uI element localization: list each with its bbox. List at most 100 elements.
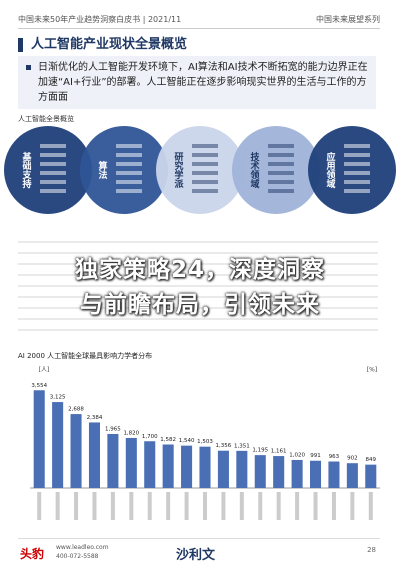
header-left: 中国未来50年产业趋势洞察白皮书 | 2021/11: [18, 15, 182, 24]
diagram-title: 人工智能全景概览: [18, 115, 74, 123]
value-label: 1,503: [197, 439, 213, 445]
diagram-text: [268, 180, 294, 184]
diagram-node: [4, 126, 92, 214]
x-label: [74, 492, 79, 520]
diagram-text: [116, 162, 142, 166]
footer-rule: [18, 538, 380, 539]
diagram-text: [116, 153, 142, 157]
diagram-text: [40, 162, 66, 166]
bar: [70, 414, 82, 488]
diagram-label: 算法: [97, 160, 108, 180]
bar: [310, 460, 322, 488]
diagram-text: [344, 171, 370, 175]
value-label: 1,351: [234, 443, 250, 449]
x-label: [55, 492, 60, 520]
diagram-node: [156, 126, 244, 214]
diagram-text: [40, 180, 66, 184]
x-label: [92, 492, 97, 520]
value-label: 1,161: [271, 449, 287, 455]
bar: [236, 450, 248, 488]
diagram-text: [344, 144, 370, 148]
diagram-text: [40, 171, 66, 175]
diagram-text: [116, 180, 142, 184]
value-label: 2,688: [68, 407, 84, 413]
value-label: 849: [366, 457, 377, 463]
bar: [217, 450, 229, 488]
diagram-text: [192, 144, 218, 148]
x-label: [37, 492, 42, 520]
x-label: [295, 492, 300, 520]
footer-partner: 沙利文: [176, 548, 216, 563]
bar: [144, 441, 156, 488]
diagram-text: [192, 189, 218, 193]
bar: [291, 459, 303, 488]
diagram-text: [192, 162, 218, 166]
overlay-line: 与前瞻布局，引领未来: [80, 292, 320, 318]
bar: [125, 437, 137, 488]
value-label: 1,700: [142, 434, 158, 440]
footer-brand: 头豹: [20, 547, 45, 561]
x-label: [110, 492, 115, 520]
diagram-text: [192, 180, 218, 184]
diagram-node: [308, 126, 396, 214]
diagram-node: [80, 126, 168, 214]
diagram-text: [40, 189, 66, 193]
footer-site: www.leadleo.com: [56, 544, 109, 551]
x-label: [258, 492, 263, 520]
bar: [254, 455, 266, 488]
diagram-text: [344, 153, 370, 157]
value-label: 1,820: [123, 430, 139, 436]
diagram-text: [344, 180, 370, 184]
x-label: [221, 492, 226, 520]
bar: [52, 402, 64, 488]
blurred-text: [18, 232, 378, 340]
header-rule: [18, 28, 380, 29]
diagram: 基础支持 算法 研究学派 技术领域 应用领域: [4, 126, 396, 214]
footer-phone: 400-072-5588: [56, 553, 99, 560]
bar: [346, 463, 358, 488]
x-label: [166, 492, 171, 520]
value-label: 963: [329, 454, 340, 460]
value-label: 1,020: [289, 452, 305, 458]
x-label: [147, 492, 152, 520]
diagram-text: [268, 162, 294, 166]
overlay-line: 独家策略24，深度洞察: [74, 257, 325, 283]
bar: [88, 422, 100, 488]
x-label: [350, 492, 355, 520]
x-label: [184, 492, 189, 520]
bar: [162, 444, 174, 488]
x-label: [203, 492, 207, 520]
x-label: [368, 492, 373, 520]
diagram-text: [268, 189, 294, 193]
diagram-text: [116, 189, 142, 193]
value-label: 902: [347, 456, 358, 462]
diagram-node: [232, 126, 320, 214]
value-label: 2,384: [87, 415, 103, 421]
x-label: [276, 492, 281, 520]
diagram-text: [268, 144, 294, 148]
x-label: [239, 492, 244, 520]
diagram-label: 基础支持: [21, 151, 33, 189]
page-number: 28: [367, 546, 376, 554]
diagram-text: [192, 171, 218, 175]
x-label: [313, 492, 318, 520]
diagram-text: [116, 171, 142, 175]
bar: [199, 446, 211, 488]
bar: [33, 390, 45, 488]
diagram-text: [268, 153, 294, 157]
diagram-text: [344, 189, 370, 193]
chart-title: AI 2000 人工智能全球最具影响力学者分布: [18, 351, 152, 360]
x-label: [129, 492, 134, 520]
value-label: 1,356: [216, 443, 232, 449]
diagram-text: [268, 171, 294, 175]
bar: [107, 433, 119, 488]
y-unit: [人]: [39, 367, 50, 374]
value-label: 1,965: [105, 426, 121, 432]
diagram-text: [344, 162, 370, 166]
y2-unit: [%]: [367, 367, 377, 374]
header-right: 中国未来展望系列: [316, 15, 380, 24]
value-label: 991: [310, 453, 321, 459]
bar: [181, 445, 193, 488]
chart: AI 2000 人工智能全球最具影响力学者分布[人] [%]3,5543,1252…: [18, 351, 380, 520]
